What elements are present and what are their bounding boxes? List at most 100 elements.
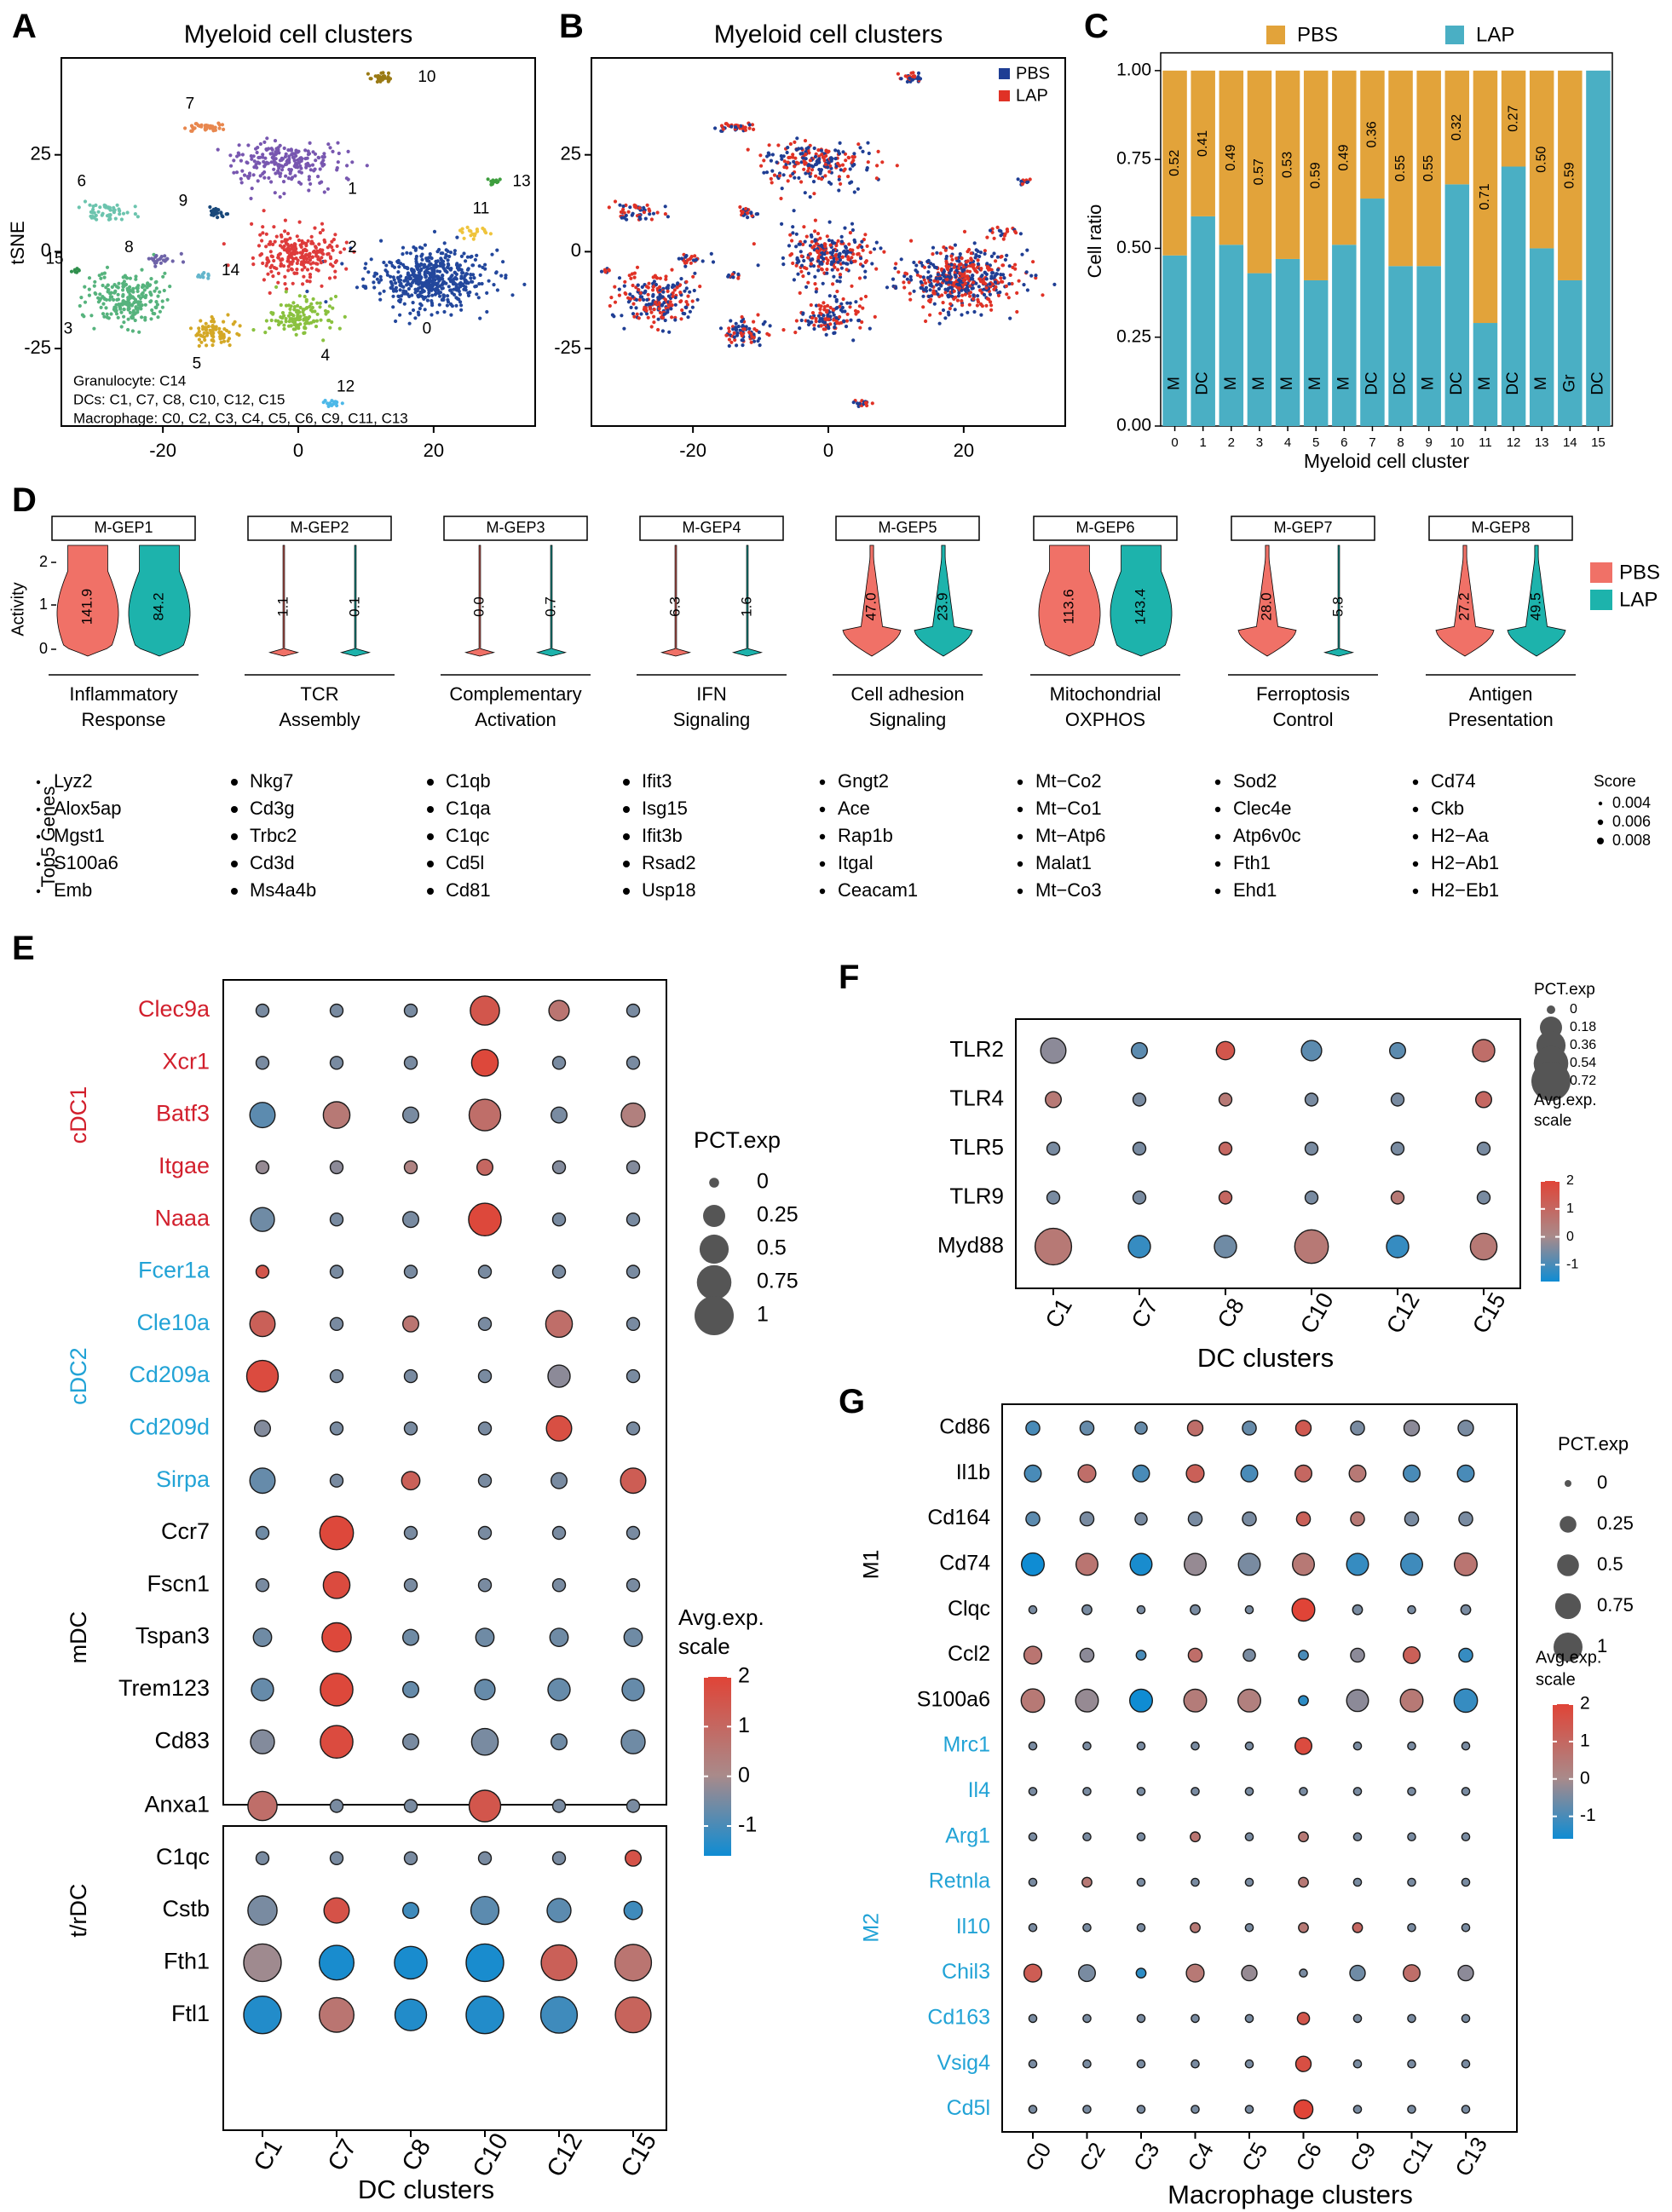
y-tick-label: 1: [39, 596, 48, 613]
scatter-point: [135, 310, 140, 314]
scatter-point: [219, 211, 223, 216]
dot-fscn1-c1: [255, 1578, 270, 1593]
dot-fth1-c10: [465, 1943, 504, 1983]
color-legend-title: Avg.exp.: [678, 1604, 764, 1630]
dot-cd209d-c8: [403, 1421, 418, 1436]
scatter-point: [465, 225, 470, 229]
scatter-point: [929, 297, 933, 302]
scatter-point: [640, 295, 644, 299]
scatter-point: [262, 140, 267, 144]
column-label-c6: C6: [1290, 2138, 1327, 2175]
scatter-point: [618, 203, 622, 207]
cell-type-annotation: DCs: C1, C7, C8, C10, C12, C15: [73, 391, 285, 407]
scatter-point: [314, 245, 318, 249]
scatter-point: [324, 300, 328, 304]
cluster-label-2: 2: [348, 239, 357, 256]
scatter-point: [302, 274, 306, 279]
scatter-point: [261, 171, 265, 176]
color-legend-label: 0: [738, 1763, 750, 1787]
scatter-point: [87, 287, 91, 291]
scatter-point: [977, 285, 981, 289]
scatter-point: [832, 318, 836, 322]
scatter-point: [140, 268, 144, 272]
scatter-point: [414, 259, 418, 263]
scatter-point: [794, 319, 799, 323]
scatter-point: [305, 289, 309, 294]
scatter-point: [1025, 248, 1029, 252]
scatter-point: [994, 259, 998, 263]
scatter-point: [282, 192, 286, 196]
gene-label-chil3: Chil3: [942, 1960, 990, 1984]
scatter-point: [126, 317, 130, 321]
group-label-m1: M1: [860, 1550, 884, 1580]
dot-cd209d-c1: [254, 1420, 272, 1437]
scatter-point: [770, 169, 775, 173]
dot-il10-c3: [1136, 1922, 1146, 1933]
scatter-point: [401, 245, 406, 250]
dot-trem123-c1: [251, 1678, 274, 1702]
scatter-point: [663, 297, 668, 302]
scatter-point: [121, 211, 126, 216]
dot-myd88-c7: [1127, 1235, 1151, 1259]
scatter-point: [452, 287, 456, 291]
dot-batf3-c12: [551, 1106, 568, 1124]
violin-pbs: [268, 544, 300, 657]
scatter-point: [279, 262, 283, 266]
top-gene-label: Usp18: [642, 879, 696, 901]
dot-mrc1-c0: [1028, 1741, 1038, 1751]
scatter-point: [1003, 257, 1007, 262]
scatter-point: [808, 251, 813, 256]
scatter-point: [319, 318, 323, 322]
scatter-point: [105, 265, 110, 269]
scatter-point: [820, 153, 824, 157]
scatter-point: [658, 292, 662, 297]
scatter-point: [117, 207, 121, 211]
scatter-point: [732, 331, 736, 335]
dot-cd83-c10: [470, 1727, 499, 1756]
scatter-point: [300, 268, 304, 272]
scatter-point: [369, 257, 373, 262]
dot-cd74-c9: [1346, 1552, 1369, 1576]
y-tick-label: 2: [39, 553, 48, 570]
scatter-point: [140, 315, 144, 320]
scatter-point: [842, 249, 846, 253]
scatter-point: [819, 267, 824, 271]
scatter-point: [752, 242, 756, 246]
scatter-point: [118, 305, 122, 309]
scatter-point: [635, 265, 640, 269]
scatter-point: [196, 124, 200, 128]
median-label-lap: 1.6: [738, 596, 754, 617]
scatter-point: [159, 261, 163, 265]
dot-ccl2-c4: [1187, 1647, 1203, 1663]
program-header-box: [1033, 516, 1178, 541]
scatter-point: [415, 266, 419, 270]
dot-tspan3-c12: [549, 1627, 569, 1648]
column-label-c7: C7: [323, 2134, 362, 2175]
scatter-point: [656, 327, 660, 332]
scatter-point: [430, 293, 435, 297]
gene-score-dot: [231, 806, 238, 813]
scatter-point: [330, 320, 334, 325]
dot-clqc-c4: [1190, 1604, 1201, 1616]
scatter-point: [786, 160, 790, 164]
column-label-c8: C8: [1213, 1294, 1249, 1333]
scatter-point: [320, 180, 324, 184]
scatter-point: [1005, 292, 1009, 297]
bar-pbs-1: [1191, 70, 1215, 216]
scatter-point: [602, 268, 607, 272]
column-label-c2: C2: [1074, 2138, 1110, 2175]
scatter-point: [115, 203, 119, 207]
scatter-point: [155, 302, 159, 307]
scatter-point: [856, 319, 861, 323]
scatter-point: [286, 303, 291, 308]
bar-value-label: 0.50: [1534, 146, 1548, 172]
scatter-point: [273, 139, 278, 143]
scatter-point: [304, 244, 308, 248]
scatter-point: [252, 159, 257, 164]
scatter-point: [114, 312, 119, 316]
scatter-point: [806, 163, 811, 167]
scatter-point: [776, 143, 781, 147]
scatter-point: [730, 273, 735, 277]
